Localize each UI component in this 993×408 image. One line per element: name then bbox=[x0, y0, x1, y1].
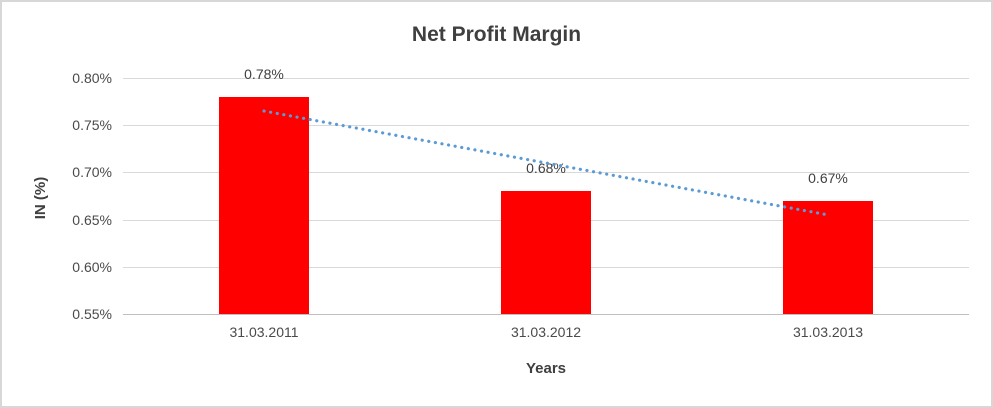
x-tick-label: 31.03.2012 bbox=[510, 324, 582, 340]
x-tick-label: 31.03.2011 bbox=[229, 324, 299, 340]
y-tick-label: 0.55% bbox=[72, 306, 112, 322]
gridline bbox=[123, 78, 969, 79]
data-label: 0.78% bbox=[244, 65, 284, 82]
y-tick-label: 0.65% bbox=[72, 211, 112, 228]
y-tick-label: 0.60% bbox=[72, 258, 112, 275]
y-tick-label: 0.80% bbox=[72, 70, 112, 86]
bar-31.03.2012 bbox=[501, 191, 591, 314]
bar-31.03.2011 bbox=[219, 96, 309, 314]
x-axis-title: Years bbox=[525, 360, 567, 377]
y-tick-label: 0.70% bbox=[72, 164, 112, 181]
bar-31.03.2013 bbox=[783, 200, 873, 314]
data-label: 0.67% bbox=[808, 169, 848, 186]
chart-title: Net Profit Margin bbox=[411, 23, 582, 46]
data-label: 0.68% bbox=[526, 160, 566, 177]
y-tick-label: 0.75% bbox=[72, 117, 112, 134]
x-tick-label: 31.03.2013 bbox=[792, 324, 864, 340]
x-axis-line bbox=[123, 314, 969, 315]
